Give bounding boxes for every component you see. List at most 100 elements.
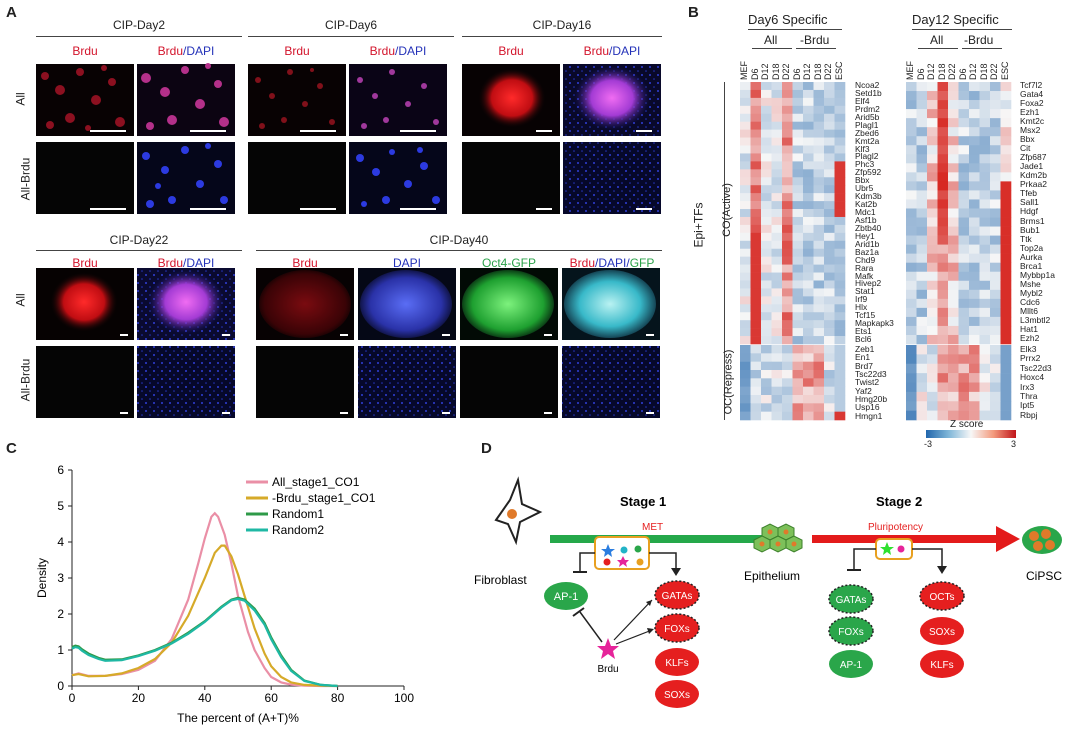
day6-active-cell xyxy=(813,169,825,178)
day6-repress-cell xyxy=(782,361,793,371)
day12-active-cell xyxy=(1000,109,1012,119)
day6-active-gene-label: Rara xyxy=(855,262,874,273)
day12-active-cell xyxy=(927,172,938,182)
y-tick-label: 1 xyxy=(57,643,64,657)
day12-repress-cell xyxy=(927,401,938,411)
day6-active-cell xyxy=(750,121,762,130)
day6-active-cell xyxy=(803,256,814,265)
day6-active-cell xyxy=(824,89,835,99)
day12-repress-cell xyxy=(927,363,938,374)
day6-active-cell xyxy=(750,296,762,305)
day6-repress-cell xyxy=(824,395,835,404)
day6-active-cell xyxy=(813,216,825,226)
day6-active-cell xyxy=(740,201,751,210)
day12-active-cell xyxy=(927,91,938,101)
day12-active-cell xyxy=(979,253,991,263)
day12-active-cell xyxy=(958,235,970,245)
day6-repress-cell xyxy=(834,403,846,412)
day6-active-cell xyxy=(792,105,804,115)
day6-repress-cell xyxy=(813,353,825,362)
day12-active-cell xyxy=(969,271,980,282)
day6-active-cell xyxy=(782,137,793,146)
day6-active-cell xyxy=(834,177,846,186)
day12-repress-gene-label: Ipt5 xyxy=(1020,400,1035,411)
legend-label-1: -Brdu_stage1_CO1 xyxy=(272,491,376,505)
day12-active-cell xyxy=(906,145,917,155)
day12-repress-cell xyxy=(958,354,970,365)
day6-active-cell xyxy=(824,240,835,250)
day6-active-cell xyxy=(834,216,846,226)
day6-active-cell xyxy=(824,161,835,170)
day6-repress-cell xyxy=(750,395,762,404)
zscore-label: Z score xyxy=(950,419,984,430)
day12-repress-cell xyxy=(927,391,938,402)
day6-active-cell xyxy=(813,113,825,122)
day12-repress-cell xyxy=(927,354,938,365)
day6-active-cell xyxy=(761,312,772,321)
day6-active-cell xyxy=(771,288,783,297)
day12-active-cell xyxy=(969,235,980,245)
day6-repress-cell xyxy=(803,411,814,421)
x-axis-label: The percent of (A+T)% xyxy=(177,711,299,725)
group-line xyxy=(962,48,1002,49)
cipsc-label: CiPSC xyxy=(1026,569,1062,583)
day6-active-cell xyxy=(761,296,772,305)
day12-active-cell xyxy=(948,334,959,345)
day6-active-cell xyxy=(824,145,835,154)
day12-active-cell xyxy=(958,316,970,327)
day12-active-cell xyxy=(927,154,938,164)
day12-repress-cell xyxy=(948,363,959,374)
day6-repress-cell xyxy=(803,403,814,412)
day12-active-cell xyxy=(979,334,991,345)
day6-active-cell xyxy=(771,185,783,194)
day12-active-cell xyxy=(937,154,949,164)
day6-repress-cell xyxy=(761,395,772,404)
day12-active-cell xyxy=(958,289,970,300)
day12-repress-cell xyxy=(948,401,959,411)
day6-active-gene-label: Stat1 xyxy=(855,286,875,297)
day6-active-gene-label: Baz1a xyxy=(855,246,879,257)
day12-active-cell xyxy=(1000,190,1012,200)
day12-active-cell xyxy=(969,262,980,273)
day6-repress-cell xyxy=(824,345,835,354)
foxs-label: FOXs xyxy=(664,624,690,635)
day6-active-cell xyxy=(834,121,846,130)
day6-active-cell xyxy=(824,137,835,146)
day12-repress-cell xyxy=(958,410,970,421)
day12-repress-cell xyxy=(969,401,980,411)
day6-active-cell xyxy=(771,304,783,313)
day6-active-cell xyxy=(740,256,751,265)
y-tick-label: 5 xyxy=(57,499,64,513)
foxs-node xyxy=(654,613,700,643)
stage2-label: Stage 2 xyxy=(876,494,922,509)
day6-repress-cell xyxy=(771,361,783,371)
day12-active-cell xyxy=(958,154,970,164)
day6-repress-cell xyxy=(792,386,804,396)
day12-active-cell xyxy=(927,208,938,218)
octs-node xyxy=(919,581,965,611)
y-axis-label: Density xyxy=(35,558,49,598)
panel-b-letter: B xyxy=(688,4,699,21)
day6-active-cell xyxy=(824,320,835,329)
day12-active-gene-label: Sall1 xyxy=(1020,197,1039,208)
day6-active-gene-label: Hlx xyxy=(855,302,868,313)
day6-repress-cell xyxy=(740,386,751,396)
day6-active-cell xyxy=(740,169,751,178)
day12-active-cell xyxy=(927,163,938,173)
day12-repress-cell xyxy=(948,410,959,421)
day6-active-cell xyxy=(834,232,846,242)
day6-active-cell xyxy=(771,201,783,210)
day12-active-cell xyxy=(927,118,938,128)
day12-active-cell xyxy=(937,163,949,173)
day6-active-gene-label: Hey1 xyxy=(855,230,875,241)
day12-active-cell xyxy=(979,109,991,119)
day6-active-cell xyxy=(792,129,804,138)
title-line xyxy=(912,29,1012,30)
day6-repress-cell xyxy=(761,353,772,362)
day12-active-cell xyxy=(916,118,928,128)
day6-active-cell xyxy=(761,280,772,289)
day12-active-cell xyxy=(927,82,938,92)
day12-repress-cell xyxy=(958,373,970,383)
day12-repress-cell xyxy=(990,391,1001,402)
day12-active-gene-label: L3mbtl2 xyxy=(1020,314,1051,325)
